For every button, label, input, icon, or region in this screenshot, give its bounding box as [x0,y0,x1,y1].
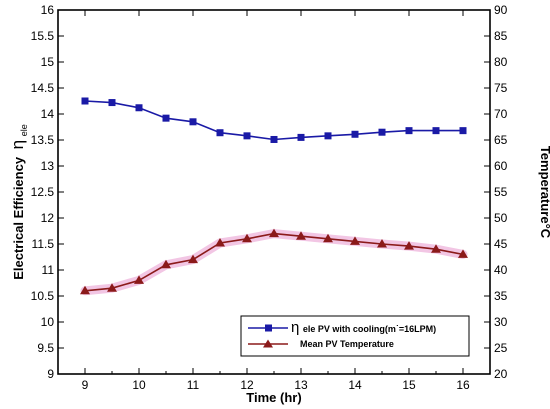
y-right-tick-label: 60 [494,159,508,173]
y-right-tick-label: 40 [494,263,508,277]
y-left-tick-label: 9.5 [37,341,54,355]
y-left-tick-label: 11.5 [32,237,55,251]
x-tick-label: 13 [294,378,308,392]
data-point-square [324,132,332,140]
y-right-tick-label: 75 [494,81,508,95]
ticks-layer: 9 10 11 12 13 14 15 16 9 9.5 10 10.5 11 11.5 12 12.5 13 1… [31,3,508,392]
legend-marker-temperature [263,339,273,348]
data-point-triangle [296,231,306,240]
data-point-triangle [134,275,144,284]
data-point-square [108,99,116,107]
x-tick-label: 14 [348,378,362,392]
x-tick-label: 11 [187,378,200,392]
svg-text:Electrical Efficiency η: Electrical Efficiency η ele [8,124,29,280]
data-point-square [351,130,359,138]
data-point-triangle [107,283,117,292]
y-left-title-main: Electrical Efficiency [11,156,26,280]
y-left-tick-label: 13.5 [31,133,55,147]
y-left-tick-label: 16 [41,3,55,17]
y-right-tick-label: 50 [494,211,508,225]
x-tick-label: 9 [82,378,89,392]
series-layer [80,97,468,296]
y-right-tick-label: 70 [494,107,508,121]
data-point-square [459,127,467,135]
y-left-axis-title: Electrical Efficiency η ele [8,124,29,280]
data-point-square [405,127,413,135]
y-right-axis-title: Temperature°C [538,146,550,239]
data-point-triangle [161,259,171,269]
data-point-square [432,127,440,135]
y-right-tick-label: 90 [494,3,508,17]
legend-marker-efficiency [265,324,272,332]
y-right-tick-label: 80 [494,55,508,69]
y-right-tick-label: 30 [494,315,508,329]
data-point-triangle [188,254,198,264]
legend-label-efficiency: η ele PV with cooling(m˙=16LPM) [291,319,436,336]
data-point-triangle [80,285,90,295]
y-right-tick-label: 45 [494,237,508,251]
y-left-title-sub: ele [19,124,29,136]
data-point-square [135,104,143,112]
x-tick-label: 15 [402,378,416,392]
legend: η ele PV with cooling(m˙=16LPM) Mean PV … [240,315,470,357]
data-point-triangle [350,236,360,245]
y-left-tick-label: 10 [41,315,55,329]
x-axis-title: Time (hr) [246,390,301,405]
y-right-tick-label: 25 [494,341,508,355]
data-point-triangle [458,249,468,258]
data-point-square [189,118,197,126]
data-point-triangle [242,233,252,243]
x-tick-label: 12 [240,378,254,392]
data-point-triangle [215,237,225,247]
y-left-tick-label: 9 [47,367,54,381]
data-point-triangle [404,241,414,250]
y-left-tick-label: 15 [41,55,55,69]
y-left-tick-label: 15.5 [31,29,55,43]
data-point-triangle [431,244,441,253]
y-right-tick-label: 55 [494,185,508,199]
x-tick-label: 10 [132,378,146,392]
data-point-triangle [269,228,279,238]
data-point-triangle [323,233,333,243]
y-right-tick-label: 85 [494,29,508,43]
x-tick-label: 16 [456,378,470,392]
y-left-tick-label: 14 [41,107,55,121]
legend-label-temperature: Mean PV Temperature [300,339,394,349]
data-point-square [378,128,386,136]
data-point-square [297,133,305,141]
y-left-tick-label: 13 [41,159,55,173]
data-point-square [270,135,278,143]
y-left-tick-label: 12.5 [31,185,55,199]
legend-efficiency-text: ele PV with cooling(m˙=16LPM) [303,324,436,334]
y-right-tick-label: 20 [494,367,508,381]
data-point-square [162,114,170,122]
data-point-square [216,129,224,137]
y-left-title-eta: η [8,140,27,149]
data-point-triangle [377,239,387,248]
y-right-tick-label: 65 [494,133,508,147]
data-point-square [243,132,251,140]
y-left-tick-label: 11 [42,263,55,277]
data-point-square [81,97,89,105]
y-right-tick-label: 35 [494,289,508,303]
legend-eta-symbol: η [291,319,299,336]
legend-box [240,315,470,357]
y-left-tick-label: 12 [41,211,55,225]
y-left-tick-label: 14.5 [31,81,55,95]
y-left-tick-label: 10.5 [31,289,55,303]
